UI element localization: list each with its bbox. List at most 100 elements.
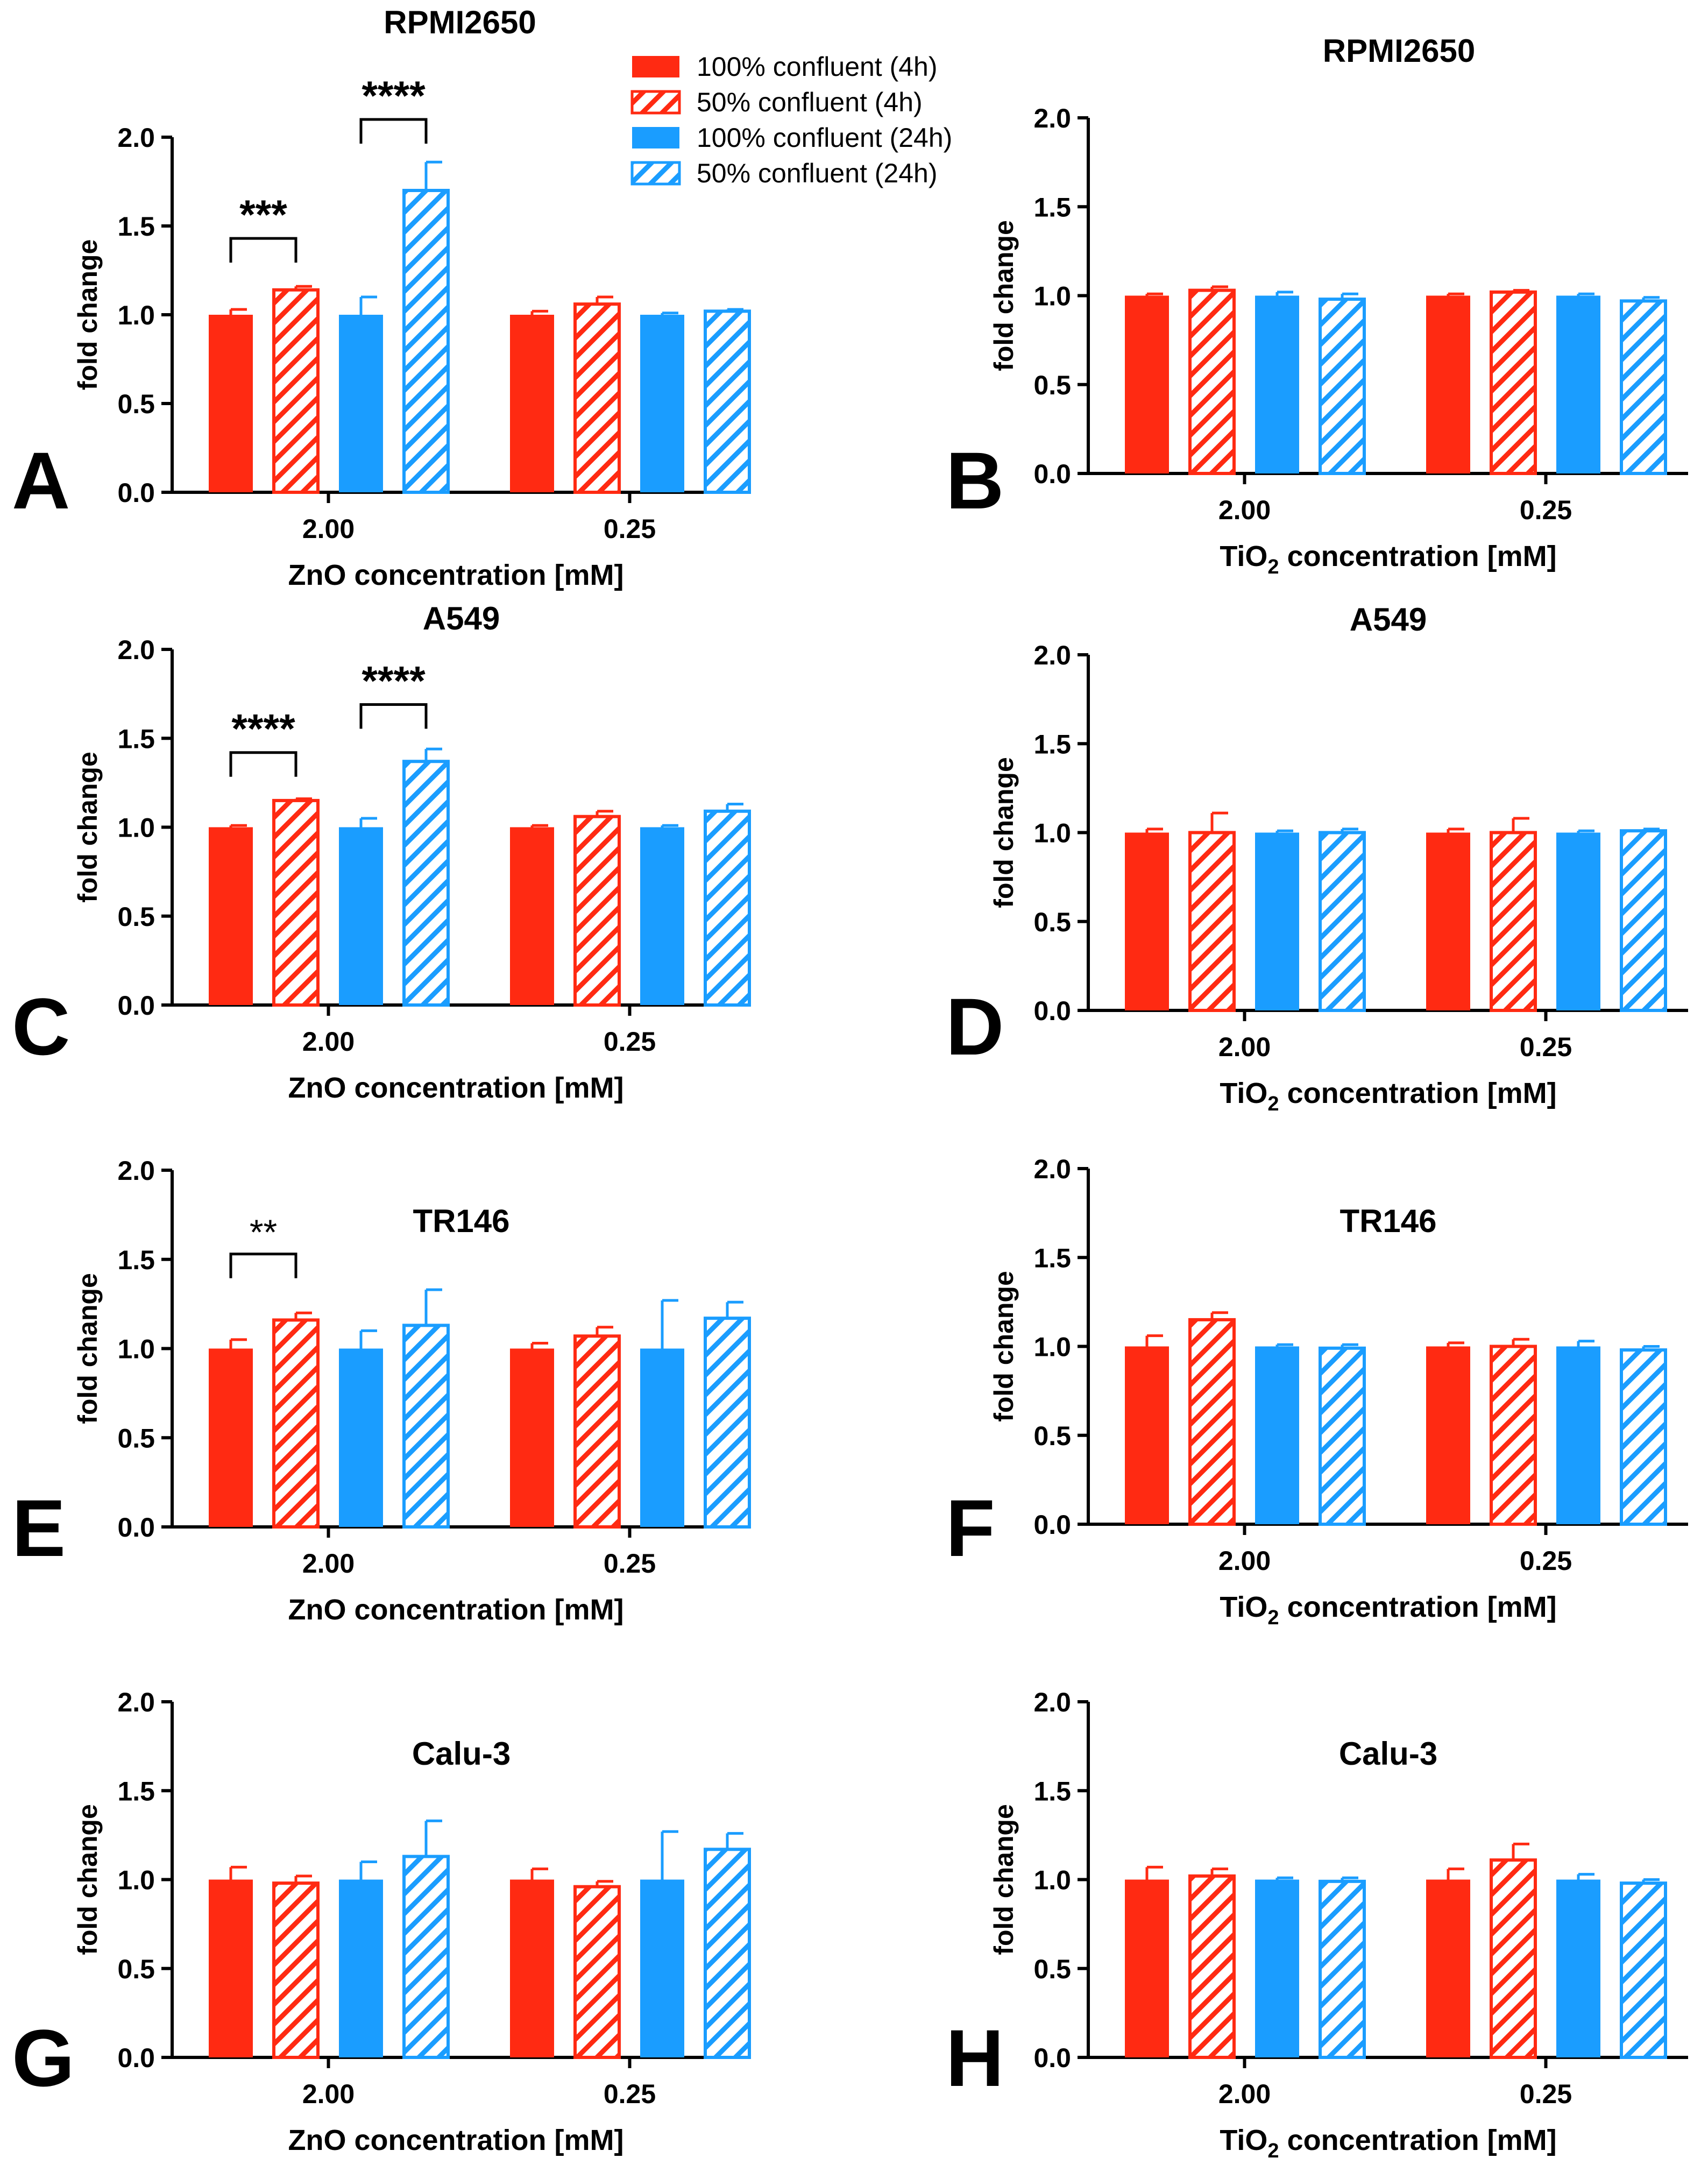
significance-bracket bbox=[359, 118, 428, 144]
chart-title: RPMI2650 bbox=[384, 4, 536, 40]
y-tick-label: 0.0 bbox=[1033, 1510, 1071, 1540]
bar bbox=[510, 1348, 554, 1527]
bar bbox=[1490, 831, 1537, 1012]
bar bbox=[1188, 1318, 1236, 1526]
y-tick-label: 0.0 bbox=[1033, 2043, 1071, 2073]
bar bbox=[1255, 1879, 1299, 2057]
bar bbox=[1319, 298, 1366, 475]
bar bbox=[339, 827, 383, 1005]
x-tick-label: 0.25 bbox=[604, 1027, 656, 1057]
significance-label: **** bbox=[231, 706, 295, 752]
bar bbox=[1319, 831, 1366, 1012]
bar bbox=[402, 760, 450, 1007]
y-tick-label: 1.0 bbox=[1033, 818, 1071, 848]
y-tick-label: 0.5 bbox=[1033, 1954, 1071, 1984]
x-tick-label: 0.25 bbox=[604, 1548, 656, 1579]
y-tick-label: 1.5 bbox=[1033, 729, 1071, 759]
x-tick-label: 2.00 bbox=[1218, 1032, 1271, 1062]
y-tick-label: 0.0 bbox=[117, 1512, 155, 1543]
bar bbox=[1255, 295, 1299, 473]
bar bbox=[704, 809, 751, 1007]
x-tick-label: 2.00 bbox=[1218, 1546, 1271, 1576]
x-tick-label: 0.25 bbox=[1520, 495, 1572, 525]
x-tick-label: 0.25 bbox=[604, 2079, 656, 2109]
chart-title: Calu-3 bbox=[1339, 1736, 1437, 1772]
x-axis-label: TiO2 concentration [mM] bbox=[1220, 540, 1556, 578]
significance-label: *** bbox=[239, 192, 287, 238]
bar bbox=[1620, 299, 1667, 475]
bar bbox=[209, 315, 253, 492]
panel-c: C A549 0.0 0.5 1.0 1.5 2.0 2.00 0.25 fold change Z… bbox=[12, 600, 751, 1104]
panel-letter: F bbox=[946, 1483, 995, 1573]
y-tick-label: 0.5 bbox=[117, 1423, 155, 1453]
bar bbox=[272, 798, 320, 1007]
panel-letter: D bbox=[946, 981, 1004, 1072]
bar bbox=[1490, 1858, 1537, 2060]
y-axis-label: fold change bbox=[989, 757, 1019, 908]
bar bbox=[339, 315, 383, 492]
y-tick-label: 1.5 bbox=[117, 724, 155, 754]
y-axis-label: fold change bbox=[73, 1804, 103, 1955]
chart-title: Calu-3 bbox=[412, 1736, 511, 1772]
y-axis-label: fold change bbox=[989, 1271, 1019, 1422]
y-axis-label: fold change bbox=[989, 1804, 1019, 1955]
bar bbox=[704, 1317, 751, 1529]
bar bbox=[339, 1879, 383, 2057]
bar bbox=[1556, 295, 1600, 473]
bar bbox=[402, 1324, 450, 1529]
x-tick-label: 2.00 bbox=[302, 2079, 355, 2109]
x-axis-label: TiO2 concentration [mM] bbox=[1220, 1591, 1556, 1629]
bar bbox=[573, 302, 621, 494]
y-tick-label: 1.0 bbox=[117, 1865, 155, 1895]
y-axis-label: fold change bbox=[73, 752, 103, 903]
y-tick-label: 1.5 bbox=[1033, 1243, 1071, 1273]
bar bbox=[1556, 832, 1600, 1010]
y-tick-label: 2.0 bbox=[1033, 1154, 1071, 1184]
y-tick-label: 2.0 bbox=[117, 1687, 155, 1717]
x-tick-label: 2.00 bbox=[302, 1548, 355, 1579]
bar bbox=[640, 827, 684, 1005]
bar bbox=[1125, 1879, 1169, 2057]
bar bbox=[1556, 1879, 1600, 2057]
panel-b: B RPMI2650 0.0 0.5 1.0 1.5 2.0 2.00 0.25 fold cha… bbox=[946, 33, 1688, 578]
y-tick-label: 1.5 bbox=[1033, 192, 1071, 222]
bar bbox=[1556, 1346, 1600, 1524]
significance-label: **** bbox=[362, 73, 426, 119]
y-tick-label: 0.5 bbox=[1033, 1421, 1071, 1451]
y-tick-label: 2.0 bbox=[117, 1156, 155, 1186]
y-tick-label: 2.0 bbox=[1033, 1687, 1071, 1717]
y-tick-label: 1.0 bbox=[117, 300, 155, 330]
bar bbox=[510, 827, 554, 1005]
x-axis-label: ZnO concentration [mM] bbox=[288, 559, 624, 591]
bar bbox=[510, 315, 554, 492]
bar bbox=[402, 189, 450, 494]
x-tick-label: 2.00 bbox=[302, 1027, 355, 1057]
bar bbox=[1620, 1348, 1667, 1526]
bar bbox=[1188, 831, 1236, 1012]
y-tick-label: 0.5 bbox=[117, 389, 155, 419]
panel-d: D A549 0.0 0.5 1.0 1.5 2.0 2.00 0.25 fold change T… bbox=[946, 602, 1688, 1115]
chart-title: TR146 bbox=[413, 1203, 509, 1239]
bar bbox=[209, 827, 253, 1005]
bar bbox=[1125, 295, 1169, 473]
y-tick-label: 1.5 bbox=[117, 1245, 155, 1275]
legend-label: 100% confluent (4h) bbox=[697, 52, 938, 82]
legend-swatch bbox=[632, 56, 679, 77]
bar bbox=[1620, 829, 1667, 1012]
panel-h: H Calu-3 0.0 0.5 1.0 1.5 2.0 2.00 0.25 fold chang… bbox=[946, 1687, 1688, 2162]
x-tick-label: 0.25 bbox=[604, 514, 656, 544]
x-tick-label: 2.00 bbox=[1218, 2079, 1271, 2109]
bar bbox=[640, 1879, 684, 2057]
bar bbox=[1125, 1346, 1169, 1524]
y-axis-label: fold change bbox=[73, 239, 103, 391]
y-tick-label: 1.5 bbox=[1033, 1776, 1071, 1806]
bar bbox=[339, 1348, 383, 1527]
x-axis-label: ZnO concentration [mM] bbox=[288, 1594, 624, 1626]
legend-label: 100% confluent (24h) bbox=[697, 123, 952, 153]
y-tick-label: 1.0 bbox=[117, 813, 155, 843]
y-tick-label: 1.5 bbox=[117, 211, 155, 242]
bar bbox=[1188, 1874, 1236, 2059]
x-axis-label: ZnO concentration [mM] bbox=[288, 2124, 624, 2156]
panel-letter: C bbox=[12, 981, 70, 1072]
